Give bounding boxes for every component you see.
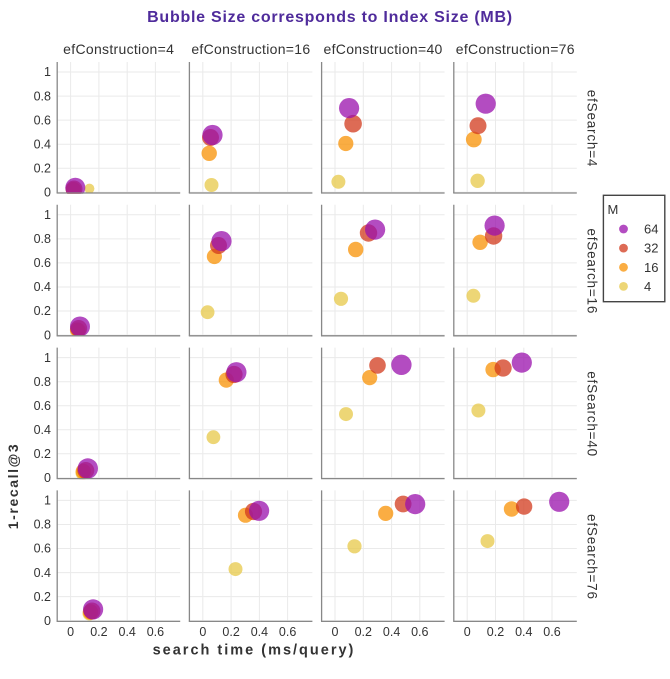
svg-text:0.4: 0.4 bbox=[251, 625, 268, 639]
svg-text:0: 0 bbox=[44, 471, 51, 485]
svg-text:0: 0 bbox=[44, 614, 51, 628]
svg-text:efSearch=4: efSearch=4 bbox=[585, 90, 600, 167]
svg-text:Bubble Size corresponds to Ind: Bubble Size corresponds to Index Size (M… bbox=[147, 9, 513, 26]
svg-text:0.6: 0.6 bbox=[34, 542, 51, 556]
svg-text:1-recall@3: 1-recall@3 bbox=[5, 443, 21, 529]
svg-text:0.2: 0.2 bbox=[34, 304, 51, 318]
svg-text:0.2: 0.2 bbox=[222, 625, 239, 639]
svg-text:4: 4 bbox=[644, 279, 651, 294]
svg-text:32: 32 bbox=[644, 241, 658, 256]
svg-text:64: 64 bbox=[644, 222, 658, 237]
svg-text:0.6: 0.6 bbox=[34, 256, 51, 270]
svg-text:0.8: 0.8 bbox=[34, 518, 51, 532]
svg-text:0: 0 bbox=[67, 625, 74, 639]
svg-text:0: 0 bbox=[44, 328, 51, 342]
svg-text:efSearch=16: efSearch=16 bbox=[585, 228, 600, 314]
svg-text:efConstruction=40: efConstruction=40 bbox=[324, 41, 443, 57]
svg-text:efConstruction=16: efConstruction=16 bbox=[191, 41, 310, 57]
svg-text:0.8: 0.8 bbox=[34, 375, 51, 389]
svg-text:0.6: 0.6 bbox=[279, 625, 296, 639]
svg-text:1: 1 bbox=[44, 208, 51, 222]
svg-text:0.4: 0.4 bbox=[119, 625, 136, 639]
svg-text:0.2: 0.2 bbox=[34, 447, 51, 461]
svg-text:M: M bbox=[608, 202, 619, 217]
svg-text:0.4: 0.4 bbox=[34, 423, 51, 437]
svg-text:1: 1 bbox=[44, 494, 51, 508]
svg-text:0.2: 0.2 bbox=[34, 590, 51, 604]
svg-text:efConstruction=76: efConstruction=76 bbox=[456, 41, 575, 57]
svg-text:1: 1 bbox=[44, 351, 51, 365]
svg-text:0.6: 0.6 bbox=[411, 625, 428, 639]
svg-text:0.4: 0.4 bbox=[34, 566, 51, 580]
svg-text:0.8: 0.8 bbox=[34, 232, 51, 246]
svg-text:efSearch=76: efSearch=76 bbox=[585, 514, 600, 600]
svg-text:0.4: 0.4 bbox=[34, 280, 51, 294]
svg-text:0.4: 0.4 bbox=[515, 625, 532, 639]
svg-text:0.4: 0.4 bbox=[34, 137, 51, 151]
svg-text:1: 1 bbox=[44, 65, 51, 79]
svg-text:16: 16 bbox=[644, 260, 658, 275]
svg-text:0.2: 0.2 bbox=[90, 625, 107, 639]
svg-text:0.8: 0.8 bbox=[34, 89, 51, 103]
svg-text:0.6: 0.6 bbox=[543, 625, 560, 639]
svg-text:efSearch=40: efSearch=40 bbox=[585, 371, 600, 457]
svg-text:0: 0 bbox=[464, 625, 471, 639]
svg-text:0: 0 bbox=[44, 186, 51, 200]
svg-text:0.2: 0.2 bbox=[487, 625, 504, 639]
svg-text:0.6: 0.6 bbox=[147, 625, 164, 639]
svg-text:search time (ms/query): search time (ms/query) bbox=[153, 643, 356, 659]
svg-text:0: 0 bbox=[199, 625, 206, 639]
svg-text:0.6: 0.6 bbox=[34, 113, 51, 127]
svg-text:0.4: 0.4 bbox=[383, 625, 400, 639]
svg-text:0.6: 0.6 bbox=[34, 399, 51, 413]
svg-text:0.2: 0.2 bbox=[34, 161, 51, 175]
svg-text:0: 0 bbox=[332, 625, 339, 639]
svg-text:efConstruction=4: efConstruction=4 bbox=[63, 41, 174, 57]
svg-text:0.2: 0.2 bbox=[355, 625, 372, 639]
